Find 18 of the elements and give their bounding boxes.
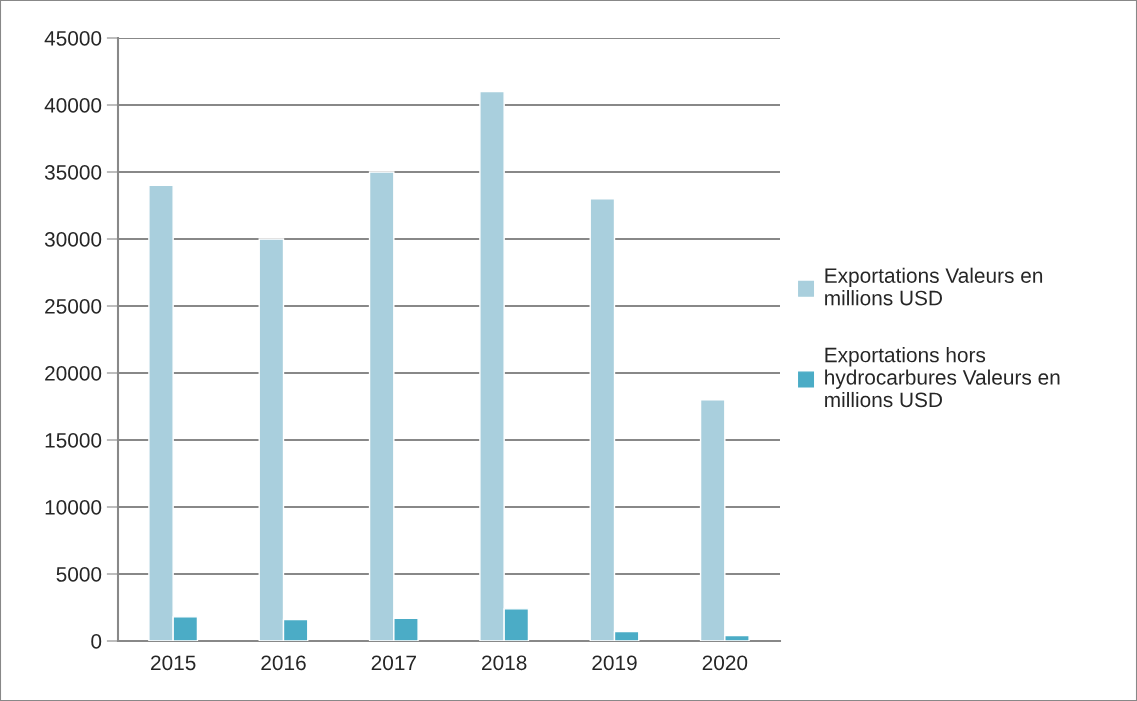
x-tick-label: 2017 [371,655,416,671]
y-tick-label: 30000 [44,232,102,247]
y-tick-label: 10000 [45,500,102,515]
y-tick-label: 20000 [45,366,102,381]
y-tick-label: 25000 [45,299,102,314]
x-tick-label: 2018 [482,655,527,671]
x-tick-label: 2016 [261,655,306,671]
y-tick-label: 0 [91,634,102,649]
legend-label: Exportations hors hydrocarbures Valeurs en millions USD [825,347,1060,408]
y-tick-label: 5000 [56,567,102,582]
y-tick-label: 15000 [45,433,102,448]
y-tick-label: 40000 [44,98,102,113]
y-tick-label: 45000 [44,31,102,46]
x-tick-label: 2015 [151,655,196,671]
x-tick-label: 2020 [702,655,748,671]
x-tick-label: 2019 [592,655,637,671]
legend-label: Exportations Valeurs en millions USD [825,267,1043,306]
y-tick-label: 35000 [44,165,102,180]
